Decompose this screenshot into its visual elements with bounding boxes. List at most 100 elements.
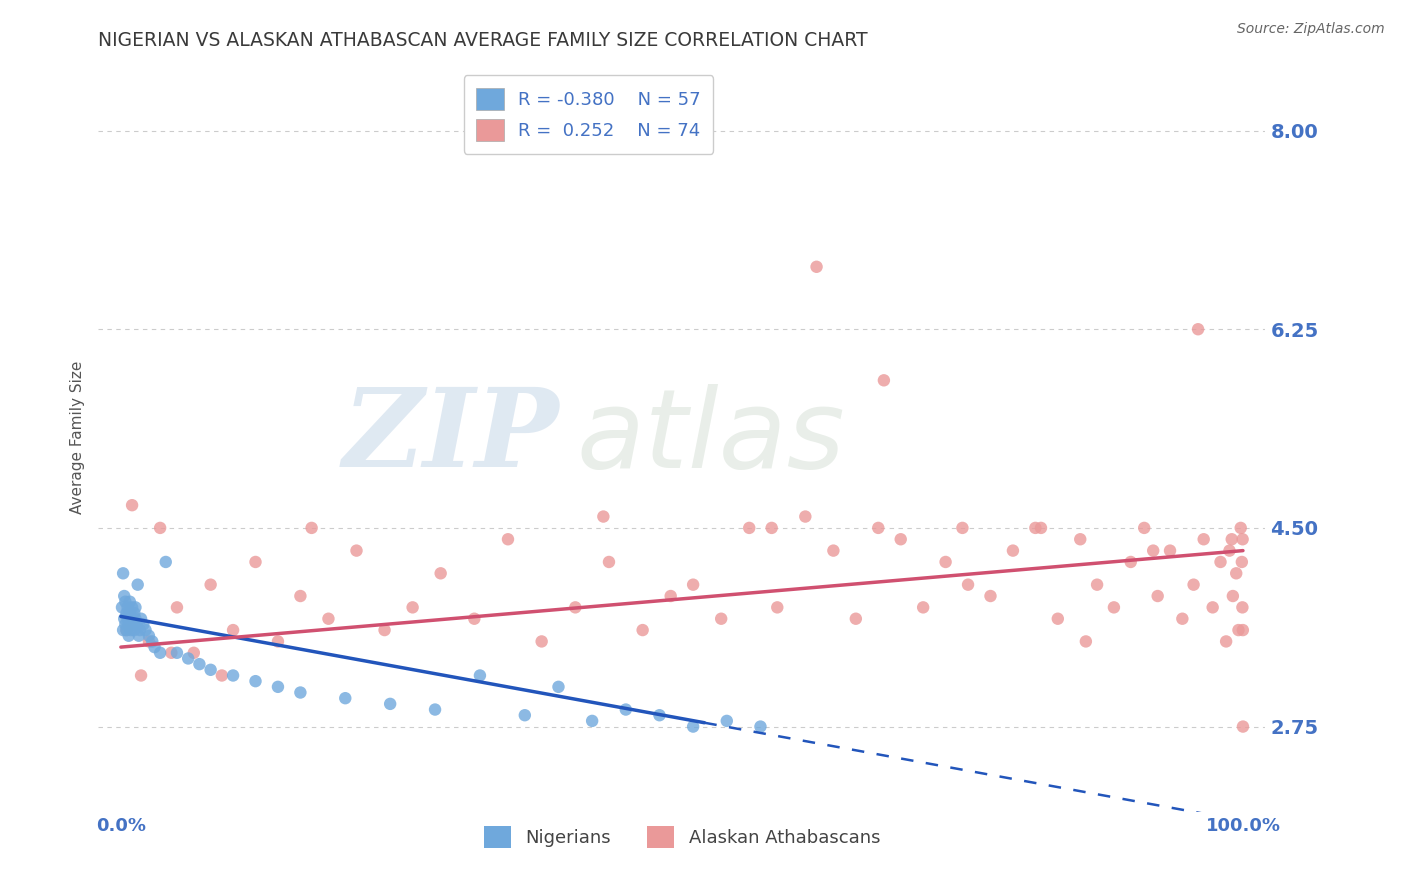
Point bbox=[335, 691, 357, 706]
Point bbox=[952, 521, 974, 535]
Point bbox=[890, 533, 912, 547]
Point bbox=[682, 577, 704, 591]
Point bbox=[112, 566, 135, 581]
Point bbox=[468, 668, 491, 682]
Point bbox=[738, 521, 761, 535]
Point bbox=[121, 498, 143, 512]
Point bbox=[124, 612, 146, 626]
Point bbox=[564, 600, 586, 615]
Point bbox=[749, 720, 772, 734]
Point bbox=[423, 702, 446, 716]
Point bbox=[1192, 533, 1215, 547]
Point bbox=[125, 617, 148, 632]
Point bbox=[200, 577, 222, 591]
Point bbox=[129, 623, 152, 637]
Point bbox=[935, 555, 957, 569]
Point bbox=[143, 640, 166, 654]
Point bbox=[1085, 577, 1108, 591]
Point bbox=[598, 555, 620, 569]
Point bbox=[1102, 600, 1125, 615]
Point bbox=[129, 612, 152, 626]
Legend: Nigerians, Alaskan Athabascans: Nigerians, Alaskan Athabascans bbox=[477, 819, 887, 855]
Point bbox=[845, 612, 868, 626]
Point bbox=[122, 617, 145, 632]
Point bbox=[128, 629, 150, 643]
Point bbox=[823, 543, 845, 558]
Point bbox=[979, 589, 1001, 603]
Point bbox=[513, 708, 536, 723]
Point bbox=[118, 629, 141, 643]
Point bbox=[149, 646, 172, 660]
Point bbox=[1229, 521, 1251, 535]
Point bbox=[121, 600, 143, 615]
Point bbox=[1119, 555, 1142, 569]
Point bbox=[290, 589, 312, 603]
Point bbox=[530, 634, 553, 648]
Point bbox=[868, 521, 890, 535]
Point bbox=[120, 612, 142, 626]
Point bbox=[429, 566, 451, 581]
Point bbox=[1069, 533, 1091, 547]
Point bbox=[267, 634, 290, 648]
Point bbox=[592, 509, 614, 524]
Point bbox=[1232, 533, 1254, 547]
Text: Source: ZipAtlas.com: Source: ZipAtlas.com bbox=[1237, 22, 1385, 37]
Point bbox=[1171, 612, 1194, 626]
Point bbox=[1142, 543, 1164, 558]
Point bbox=[912, 600, 935, 615]
Point bbox=[346, 543, 368, 558]
Point bbox=[188, 657, 211, 672]
Point bbox=[794, 509, 817, 524]
Point bbox=[112, 589, 135, 603]
Point bbox=[115, 623, 138, 637]
Point bbox=[245, 674, 267, 689]
Point bbox=[496, 533, 519, 547]
Point bbox=[648, 708, 671, 723]
Point bbox=[1232, 600, 1254, 615]
Point bbox=[716, 714, 738, 728]
Point bbox=[135, 623, 157, 637]
Point bbox=[1209, 555, 1232, 569]
Point bbox=[115, 606, 138, 620]
Point bbox=[200, 663, 222, 677]
Point bbox=[1232, 720, 1254, 734]
Point bbox=[1201, 600, 1223, 615]
Point bbox=[111, 600, 134, 615]
Point bbox=[1046, 612, 1069, 626]
Point bbox=[166, 646, 188, 660]
Point bbox=[155, 555, 177, 569]
Point bbox=[177, 651, 200, 665]
Point bbox=[124, 600, 146, 615]
Point bbox=[1230, 555, 1253, 569]
Y-axis label: Average Family Size: Average Family Size bbox=[69, 360, 84, 514]
Point bbox=[1227, 623, 1250, 637]
Point bbox=[222, 623, 245, 637]
Point bbox=[631, 623, 654, 637]
Point bbox=[118, 595, 141, 609]
Point bbox=[1029, 521, 1052, 535]
Point bbox=[1215, 634, 1237, 648]
Point bbox=[149, 521, 172, 535]
Point bbox=[121, 617, 143, 632]
Point bbox=[1187, 322, 1209, 336]
Point bbox=[301, 521, 323, 535]
Point bbox=[117, 612, 139, 626]
Point bbox=[873, 373, 896, 387]
Point bbox=[166, 600, 188, 615]
Point bbox=[115, 623, 138, 637]
Point bbox=[183, 646, 205, 660]
Point bbox=[118, 617, 141, 632]
Point bbox=[141, 634, 163, 648]
Point bbox=[710, 612, 733, 626]
Point bbox=[112, 623, 135, 637]
Point bbox=[127, 577, 149, 591]
Point bbox=[129, 668, 152, 682]
Point bbox=[659, 589, 682, 603]
Point bbox=[401, 600, 423, 615]
Point bbox=[222, 668, 245, 682]
Point bbox=[581, 714, 603, 728]
Point bbox=[806, 260, 828, 274]
Point bbox=[124, 606, 146, 620]
Point bbox=[290, 685, 312, 699]
Point bbox=[1074, 634, 1097, 648]
